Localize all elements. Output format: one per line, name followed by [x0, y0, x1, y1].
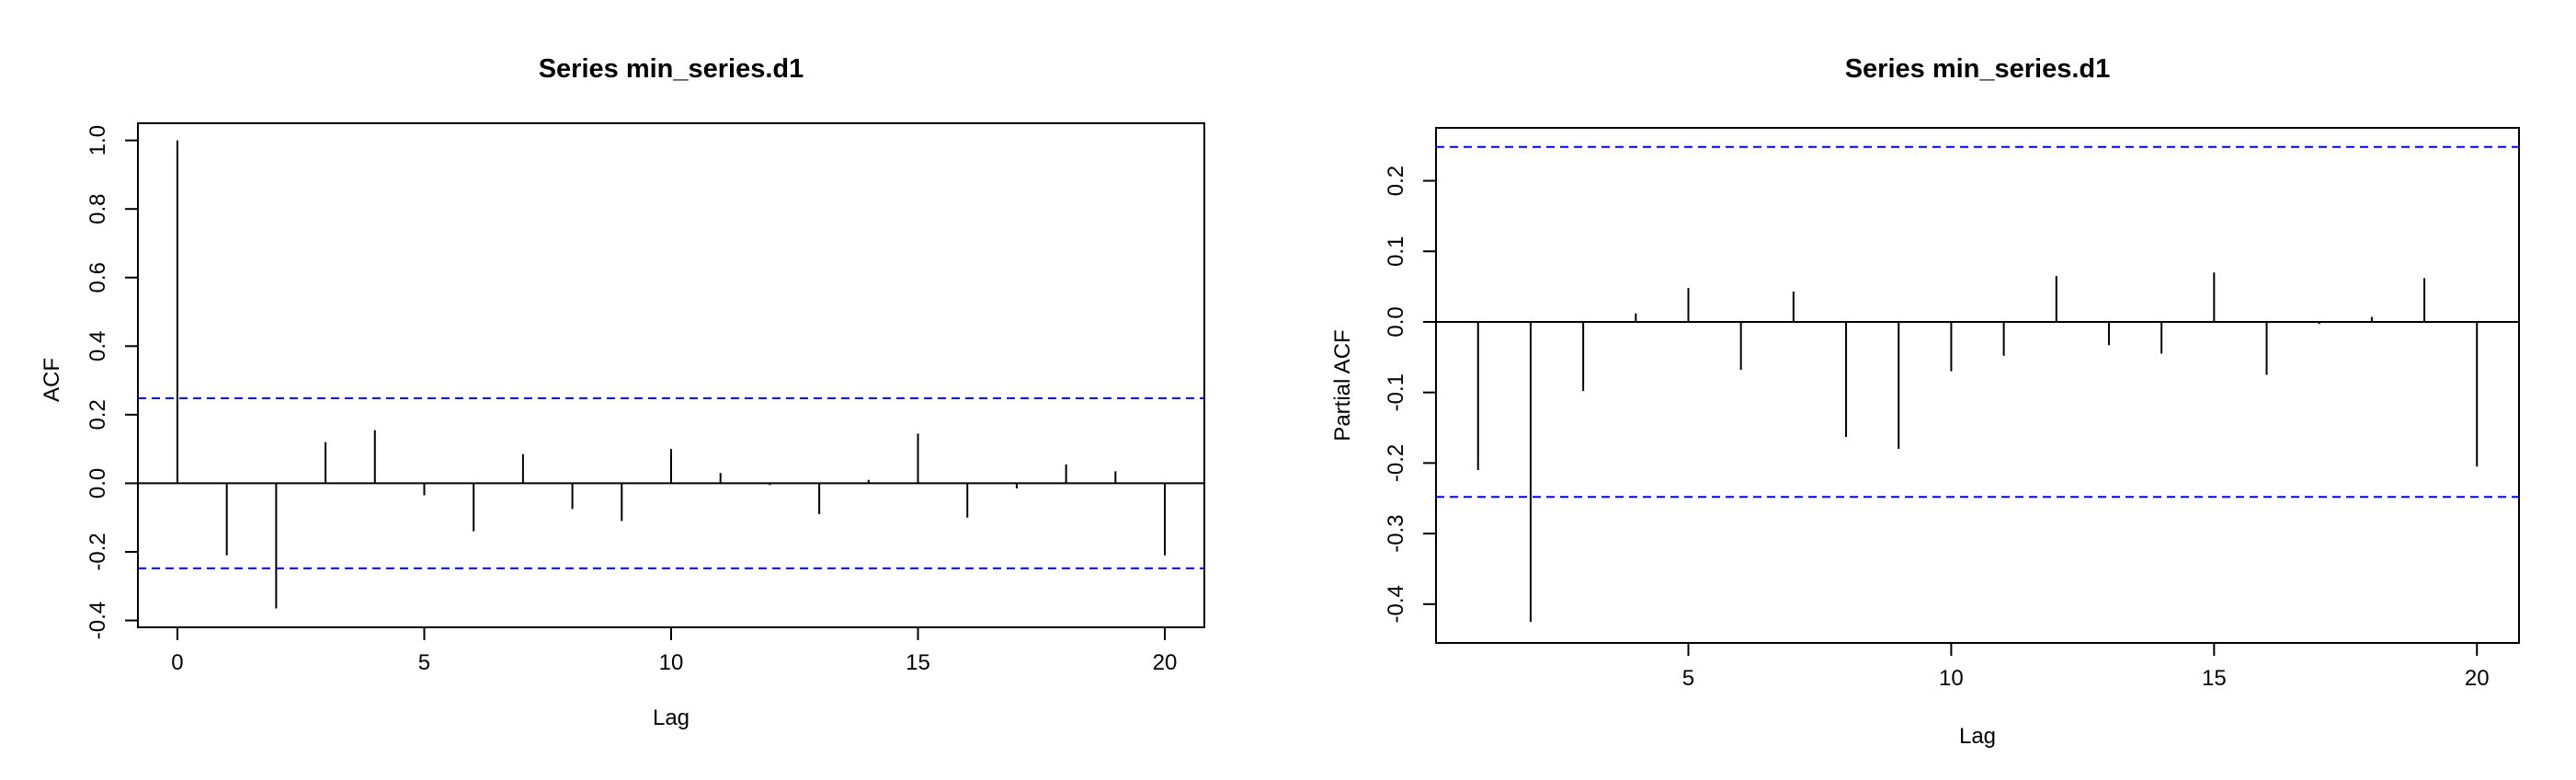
pacf-chart-title: Series min_series.d1 [1845, 54, 2111, 84]
acf-x-tick-label: 5 [418, 650, 430, 675]
acf-y-tick-label: 1.0 [85, 125, 110, 155]
pacf-x-tick-label: 20 [2465, 666, 2490, 691]
acf-y-tick-label: 0.2 [85, 399, 110, 430]
acf-y-tick-label: 0.4 [85, 331, 110, 361]
acf-y-tick-label: -0.4 [85, 602, 110, 639]
acf-plot-marks: 0 5 10 15 20 -0.4 -0.2 0.0 0.2 0.4 0.6 0.8 1.0 [85, 125, 1204, 675]
pacf-y-tick-label: 0.0 [1384, 306, 1408, 337]
acf-x-tick-label: 15 [906, 650, 930, 675]
acf-y-tick-label: 0.0 [85, 468, 110, 499]
pacf-x-tick-label: 10 [1939, 666, 1964, 691]
acf-x-tick-label: 10 [659, 650, 684, 675]
acf-x-axis-label: Lag [653, 705, 690, 730]
acf-x-tick-label: 20 [1153, 650, 1178, 675]
pacf-y-tick-label: -0.4 [1384, 585, 1408, 623]
pacf-plot-frame [1435, 127, 2520, 644]
acf-y-axis-label: ACF [40, 358, 64, 402]
pacf-y-tick-label: -0.3 [1384, 514, 1408, 552]
pacf-y-tick-label: -0.2 [1384, 444, 1408, 482]
pacf-y-tick-label: -0.1 [1384, 373, 1408, 411]
pacf-x-tick-label: 5 [1682, 666, 1694, 691]
acf-plot-frame [137, 122, 1205, 628]
pacf-panel: Series min_series.d1 Lag Partial ACF 5 10… [1330, 54, 2520, 749]
acf-y-tick-label: -0.2 [85, 533, 110, 570]
acf-panel: Series min_series.d1 Lag ACF 0 5 10 15 20 -0.… [40, 54, 1205, 730]
acf-chart-title: Series min_series.d1 [539, 54, 804, 84]
acf-y-tick-label: 0.8 [85, 194, 110, 224]
acf-x-tick-label: 0 [171, 650, 183, 675]
pacf-plot-marks: 5 10 15 20 -0.4 -0.3 -0.2 -0.1 0.0 0.1 0.2 [1384, 145, 2519, 691]
pacf-y-axis-label: Partial ACF [1330, 329, 1355, 441]
pacf-y-tick-label: 0.1 [1384, 236, 1408, 267]
acf-y-tick-label: 0.6 [85, 262, 110, 292]
pacf-x-axis-label: Lag [1959, 724, 1996, 749]
pacf-x-tick-label: 15 [2202, 666, 2227, 691]
pacf-y-tick-label: 0.2 [1384, 166, 1408, 196]
